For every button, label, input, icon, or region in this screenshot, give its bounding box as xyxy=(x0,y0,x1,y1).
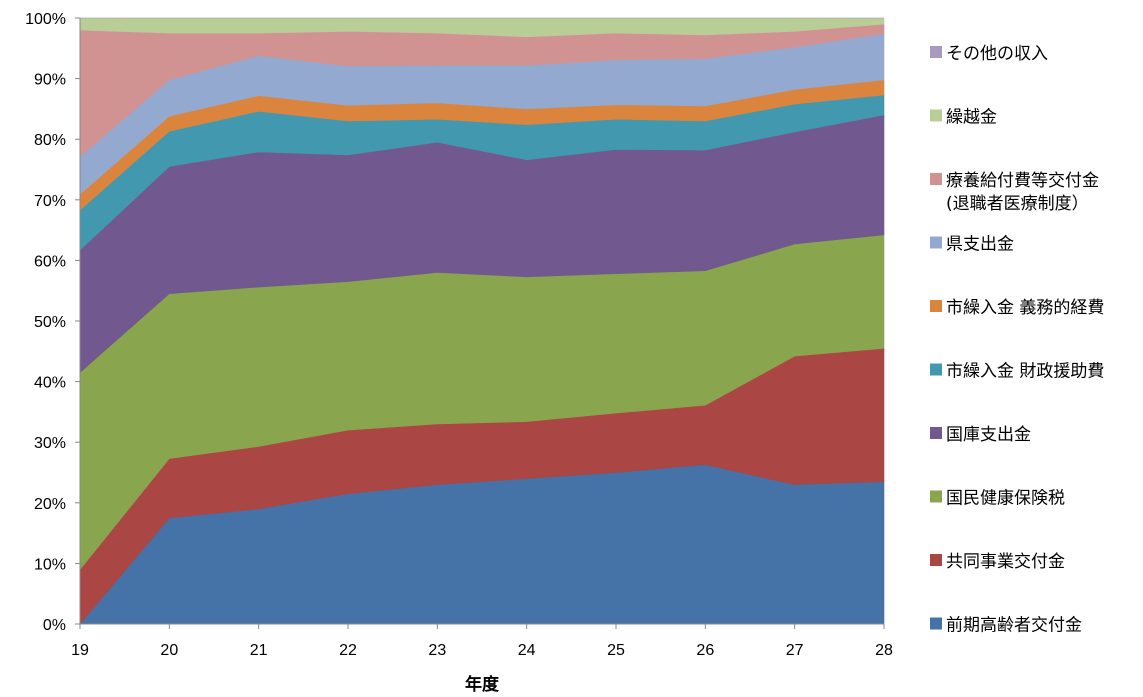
x-tick-label: 22 xyxy=(339,642,357,659)
x-axis: 19 20 21 22 23 24 25 26 27 28 xyxy=(71,623,893,659)
x-tick-label: 20 xyxy=(160,642,178,659)
legend-label: 県支出金 xyxy=(946,235,1014,255)
legend-item: 国庫支出金 xyxy=(930,425,1031,445)
y-tick-label: 0% xyxy=(43,617,66,634)
legend-swatch xyxy=(930,109,942,122)
legend-item: 前期高齢者交付金 xyxy=(930,616,1082,636)
legend-item: 共同事業交付金 xyxy=(930,552,1065,572)
y-tick-label: 10% xyxy=(34,556,66,573)
legend-label: 市繰入金 義務的経費 xyxy=(946,298,1104,318)
y-tick-label: 50% xyxy=(34,314,66,331)
y-tick-label: 90% xyxy=(34,72,66,89)
y-tick-label: 70% xyxy=(34,193,66,210)
legend-swatch xyxy=(930,363,942,376)
x-tick-label: 27 xyxy=(786,642,804,659)
legend-swatch xyxy=(930,236,942,249)
legend-label: (退職者医療制度） xyxy=(946,194,1089,214)
legend-label: 繰越金 xyxy=(946,108,997,128)
legend-swatch xyxy=(930,427,942,439)
legend-swatch xyxy=(930,173,942,185)
x-tick-label: 19 xyxy=(71,642,89,659)
y-tick-label: 60% xyxy=(34,253,66,270)
legend-item: 市繰入金 義務的経費 xyxy=(930,298,1104,318)
x-tick-label: 28 xyxy=(875,642,893,659)
legend-swatch xyxy=(930,617,942,630)
x-tick-label: 26 xyxy=(696,642,714,659)
legend-label: 国民健康保険税 xyxy=(946,489,1065,509)
y-tick-label: 40% xyxy=(34,375,66,392)
legend-swatch xyxy=(930,490,942,503)
legend-label: その他の収入 xyxy=(946,44,1048,64)
legend-label: 共同事業交付金 xyxy=(946,552,1065,572)
legend-swatch xyxy=(930,554,942,566)
y-tick-label: 20% xyxy=(34,496,66,513)
legend-item: 繰越金 xyxy=(930,108,997,128)
legend-swatch xyxy=(930,46,942,58)
y-axis: 0% 10% 20% 30% 40% 50% 60% 70% 80% 90% 100% xyxy=(25,11,81,634)
legend-label: 療養給付費等交付金 xyxy=(946,171,1099,191)
legend-label: 前期高齢者交付金 xyxy=(946,616,1082,636)
legend-item: その他の収入 xyxy=(930,44,1048,64)
x-tick-label: 21 xyxy=(250,642,268,659)
x-tick-label: 24 xyxy=(518,642,536,659)
legend-item: 国民健康保険税 xyxy=(930,489,1065,509)
legend-label: 国庫支出金 xyxy=(946,425,1031,445)
x-tick-label: 25 xyxy=(607,642,625,659)
y-tick-label: 80% xyxy=(34,132,66,149)
legend-label: 市繰入金 財政援助費 xyxy=(946,362,1104,382)
legend-swatch xyxy=(930,300,942,312)
x-axis-title: 年度 xyxy=(465,674,500,695)
plot-area xyxy=(79,17,885,625)
y-tick-label: 30% xyxy=(34,435,66,452)
y-tick-label: 100% xyxy=(25,11,66,28)
legend-item: 市繰入金 財政援助費 xyxy=(930,362,1104,382)
x-tick-label: 23 xyxy=(428,642,446,659)
legend-item: 療養給付費等交付金 (退職者医療制度） xyxy=(930,171,1099,214)
legend-item: 県支出金 xyxy=(930,235,1014,255)
